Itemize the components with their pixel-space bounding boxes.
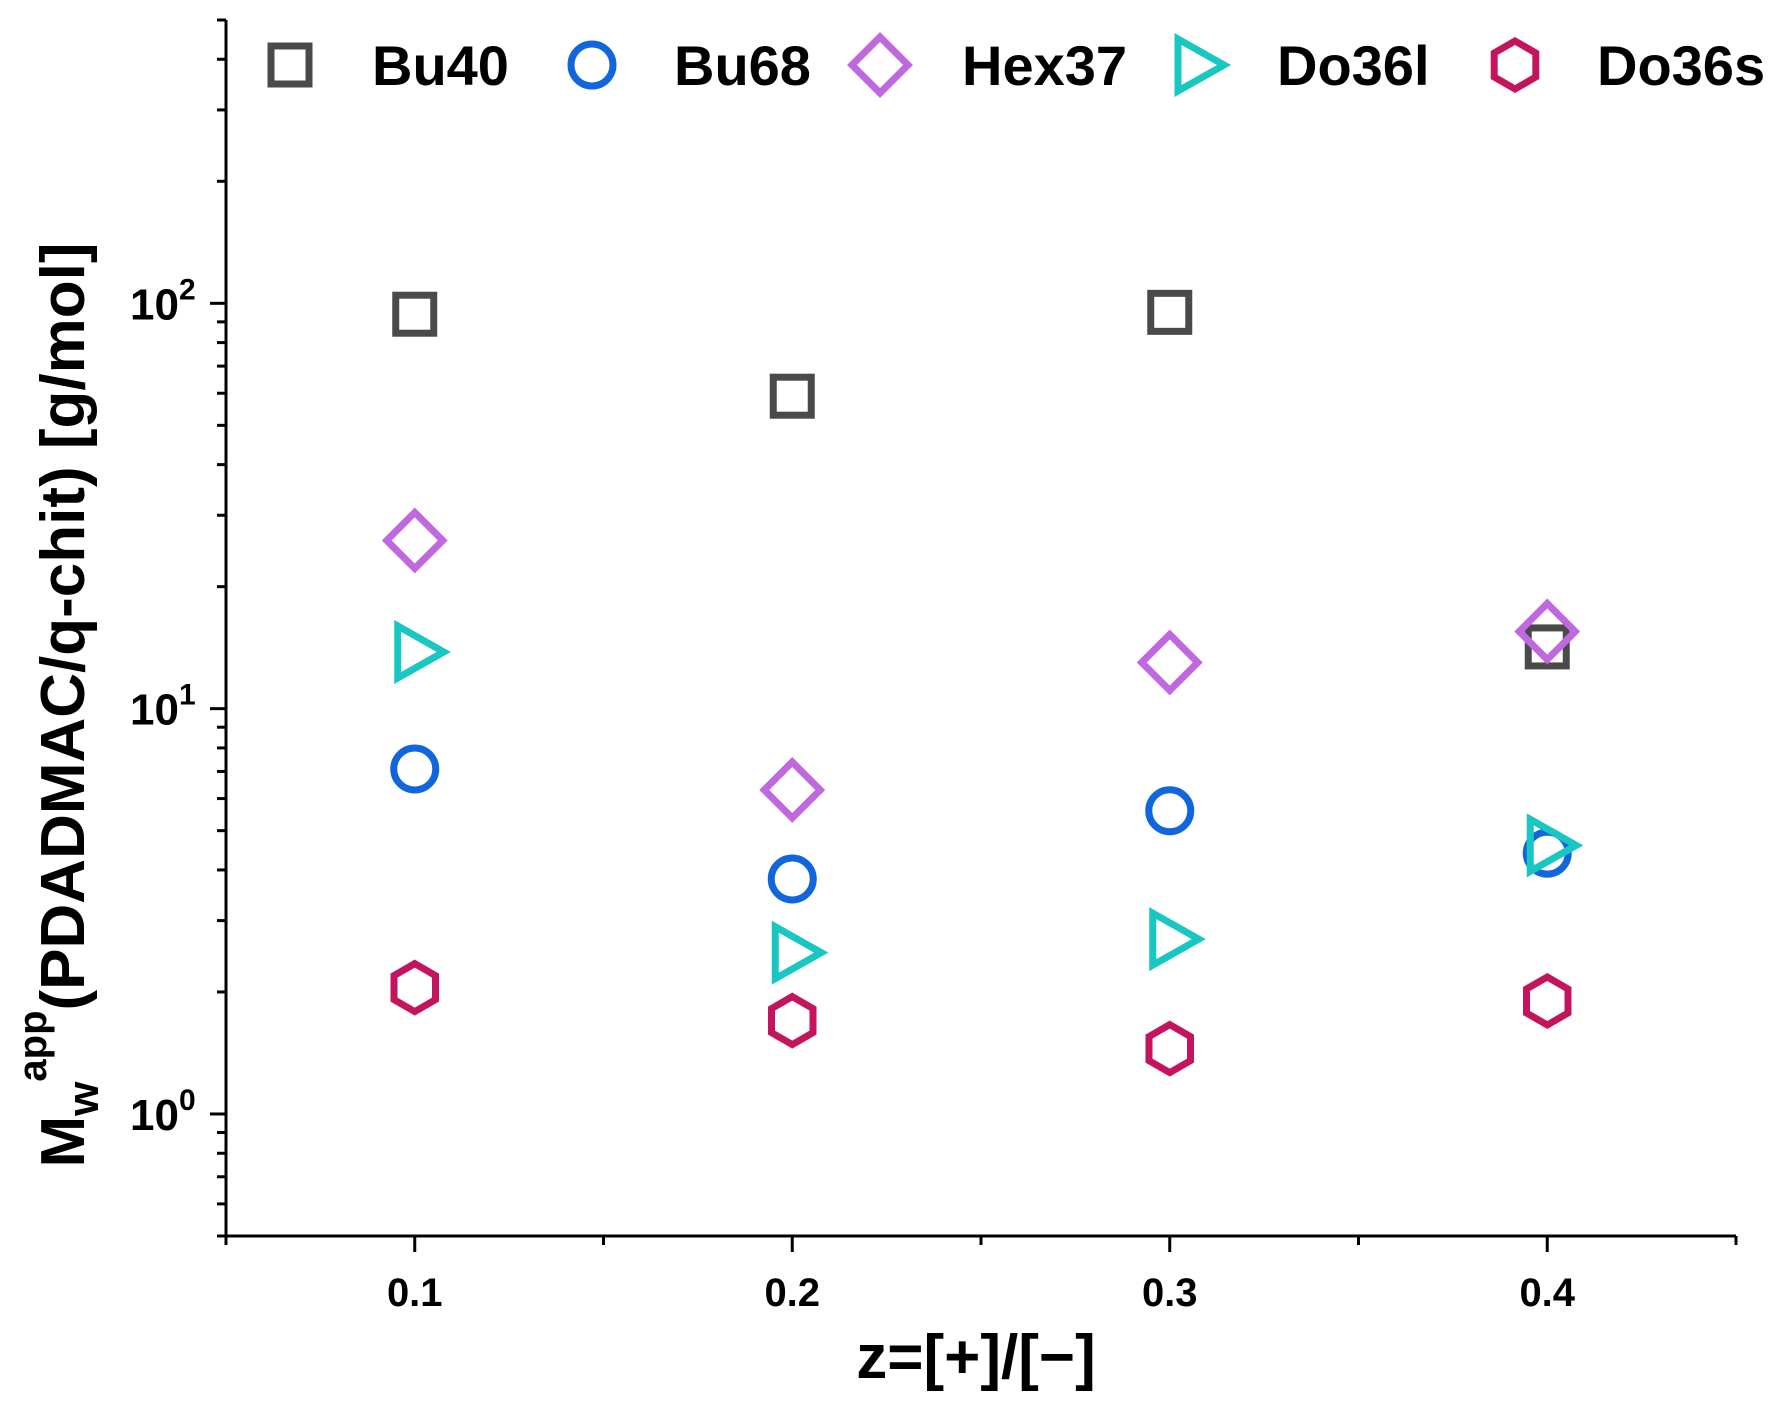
legend-label: Bu68 [674,34,811,97]
legend-marker-do36s [1490,36,1540,94]
x-tick-label: 0.4 [1519,1271,1575,1315]
legend-label: Do36s [1597,34,1765,97]
data-point-bu40 [392,291,438,337]
legend-marker-hex37 [847,32,913,98]
y-tick-exponent: 0 [179,1084,196,1117]
legend-item-bu40: Bu40 [267,34,509,97]
y-axis-title-main: M [29,1116,98,1168]
legend-item-do36s: Do36s [1490,34,1765,97]
series-do36l [394,619,1584,985]
y-tick-label: 100 [130,1084,196,1140]
y-axis-title-subscript: w [59,1081,108,1117]
data-point-bu40 [1147,289,1193,335]
x-tick-label: 0.1 [387,1271,443,1315]
legend-item-do36l: Do36l [1174,33,1430,97]
data-point-bu68 [390,744,440,794]
data-point-do36s [768,992,817,1049]
series-bu40 [392,289,1570,670]
x-tick-label: 0.3 [1142,1271,1198,1315]
data-point-do36s [1145,1020,1194,1077]
y-tick-exponent: 2 [179,273,196,306]
legend: Bu40 Bu68 Hex37 Do36l Do36s [267,32,1765,98]
y-tick-base: 10 [130,1091,179,1140]
series-hex37 [381,507,1581,823]
data-point-bu68 [1145,786,1195,836]
legend-label: Do36l [1277,34,1430,97]
data-point-bu68 [767,854,817,904]
x-axis-title: z=[+]/[−] [856,1323,1095,1392]
legend-item-hex37: Hex37 [847,32,1127,98]
legend-label: Hex37 [962,34,1127,97]
data-point-bu40 [1524,624,1570,670]
y-tick-base: 10 [130,280,179,329]
data-point-do36l [1526,813,1584,878]
x-tick-label: 0.2 [764,1271,820,1315]
legend-item-bu68: Bu68 [567,34,811,97]
y-tick-label: 101 [130,679,196,735]
data-point-do36s [390,959,439,1016]
data-points [381,289,1584,1077]
y-axis-title-rest: (PDADMAC/q-chit) [g/mol] [29,243,98,1011]
data-point-do36s [1523,972,1572,1030]
y-tick-exponent: 1 [179,679,196,712]
axes [224,20,1736,1238]
data-point-bu40 [769,373,815,419]
data-point-hex37 [381,507,448,574]
y-axis-title-superscript: app [11,1010,55,1081]
data-point-hex37 [1514,598,1581,665]
data-point-do36l [771,920,829,985]
y-axis-title: Mwapp(PDADMAC/q-chit) [g/mol] [11,243,108,1168]
y-tick-base: 10 [130,686,179,735]
y-tick-label: 102 [130,273,196,329]
legend-marker-do36l [1174,33,1232,97]
series-do36s [390,959,1572,1077]
legend-marker-bu68 [567,40,617,90]
legend-marker-bu40 [267,42,313,88]
series-bu68 [390,744,1572,904]
data-point-hex37 [759,757,826,823]
data-point-do36l [1149,907,1206,972]
x-axis-ticks: 0.1 0.2 0.3 0.4 [224,1236,1738,1315]
data-point-do36l [394,619,451,684]
legend-label: Bu40 [372,34,509,97]
data-point-hex37 [1136,629,1203,696]
